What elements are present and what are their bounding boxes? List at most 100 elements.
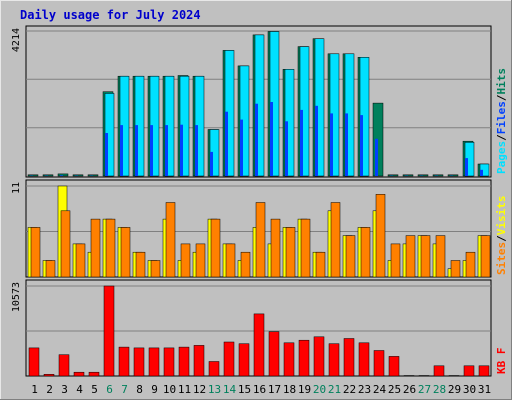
x-tick-label: 11 (178, 383, 191, 396)
bar-files (60, 175, 63, 176)
bar-sites (435, 235, 446, 278)
bar-kbytes (223, 341, 235, 377)
bar-files (375, 138, 378, 176)
bar-kbytes (418, 375, 430, 377)
y-max-label: 4214 (11, 28, 22, 52)
x-tick-label: 19 (298, 383, 311, 396)
bar-kbytes (193, 345, 205, 377)
x-tick-label: 3 (61, 383, 68, 396)
bar-kbytes (58, 354, 70, 377)
bar-kbytes (298, 339, 310, 377)
x-tick-label: 30 (463, 383, 476, 396)
bar-sites (105, 218, 116, 278)
bar-sites (375, 194, 386, 278)
x-tick-label: 5 (91, 383, 98, 396)
bar-files (120, 125, 123, 176)
bar-sites (225, 243, 236, 278)
x-tick-label: 12 (193, 383, 206, 396)
legend-kbytes: KB F (495, 348, 508, 375)
bar-files (210, 151, 213, 176)
panel-visits-sites: 11 Sites/Visits (11, 179, 508, 278)
bar-sites (405, 235, 416, 278)
bar-kbytes (403, 375, 415, 377)
bar-files (300, 109, 303, 176)
legend-entry: / (495, 235, 508, 242)
legend-entry: / (495, 94, 508, 101)
bar-sites (450, 260, 461, 278)
x-tick-label: 27 (418, 383, 431, 396)
x-tick-label: 17 (268, 383, 281, 396)
bar-sites (420, 235, 431, 278)
bar-files (345, 113, 348, 176)
bar-sites (300, 218, 311, 278)
bar-sites (390, 243, 401, 278)
y-max-label: 10573 (11, 282, 22, 312)
bar-sites (330, 202, 341, 278)
bar-kbytes (343, 338, 355, 377)
bar-files (360, 115, 363, 176)
bar-sites (480, 235, 491, 278)
bar-files (105, 133, 108, 176)
bar-files (195, 125, 198, 176)
bar-sites (30, 227, 41, 278)
bar-sites (60, 210, 71, 278)
legend-entry: Files (495, 101, 508, 134)
bar-kbytes (283, 342, 295, 377)
bar-files (135, 125, 138, 176)
legend-hits-files-pages: Pages/Files/Hits (495, 68, 508, 174)
x-tick-label: 31 (478, 383, 491, 396)
bar-sites (45, 260, 56, 278)
bar-kbytes (88, 371, 100, 377)
bar-files (330, 113, 333, 176)
bar-kbytes (433, 365, 445, 377)
bar-kbytes (103, 285, 115, 377)
x-tick-label: 6 (106, 383, 113, 396)
bar-kbytes (148, 347, 160, 377)
bar-sites (180, 243, 191, 278)
x-tick-label: 4 (76, 383, 83, 396)
x-axis-labels: 1 2 3 4 5 6 7 8 9 10 11 12 13 14 15 16 17 18 19 20 21 22 23 24 2… (31, 383, 491, 396)
legend-entry: Visits (495, 196, 508, 236)
bar-kbytes (388, 356, 400, 377)
legend-entry: / (495, 134, 508, 141)
legend-entry: Sites (495, 242, 508, 275)
x-tick-label: 20 (313, 383, 326, 396)
bar-kbytes (178, 346, 190, 377)
bar-sites (210, 218, 221, 278)
bar-files (285, 121, 288, 176)
x-tick-label: 13 (208, 383, 221, 396)
bar-kbytes (43, 374, 55, 377)
bar-files (180, 124, 183, 176)
bar-kbytes (73, 371, 85, 377)
bar-sites (135, 251, 146, 278)
bar-kbytes (373, 350, 385, 377)
x-tick-label: 8 (136, 383, 143, 396)
bar-files (240, 119, 243, 176)
bar-sites (165, 202, 176, 278)
bar-files (270, 102, 273, 176)
x-tick-label: 24 (373, 383, 387, 396)
x-tick-label: 15 (238, 383, 251, 396)
bar-files (150, 125, 153, 176)
x-tick-label: 21 (328, 383, 341, 396)
bar-kbytes (313, 336, 325, 377)
bar-files (255, 103, 258, 176)
chart-title: Daily usage for July 2024 (20, 8, 201, 22)
x-tick-label: 22 (343, 383, 356, 396)
legend-entry: KB F (495, 348, 508, 375)
bar-sites (240, 251, 251, 278)
bar-kbytes (448, 375, 460, 377)
bar-kbytes (208, 361, 220, 377)
bar-sites (195, 243, 206, 278)
x-tick-label: 23 (358, 383, 371, 396)
bar-sites (270, 218, 281, 278)
bar-sites (465, 251, 476, 278)
bar-files (225, 111, 228, 176)
bar-sites (75, 243, 86, 278)
bar-kbytes (28, 347, 40, 377)
panel-hits-files-pages: 4214 Pages/Files/Hits (11, 25, 508, 178)
bar-kbytes (268, 331, 280, 377)
bar-files (465, 158, 468, 176)
bar-sites (255, 202, 266, 278)
